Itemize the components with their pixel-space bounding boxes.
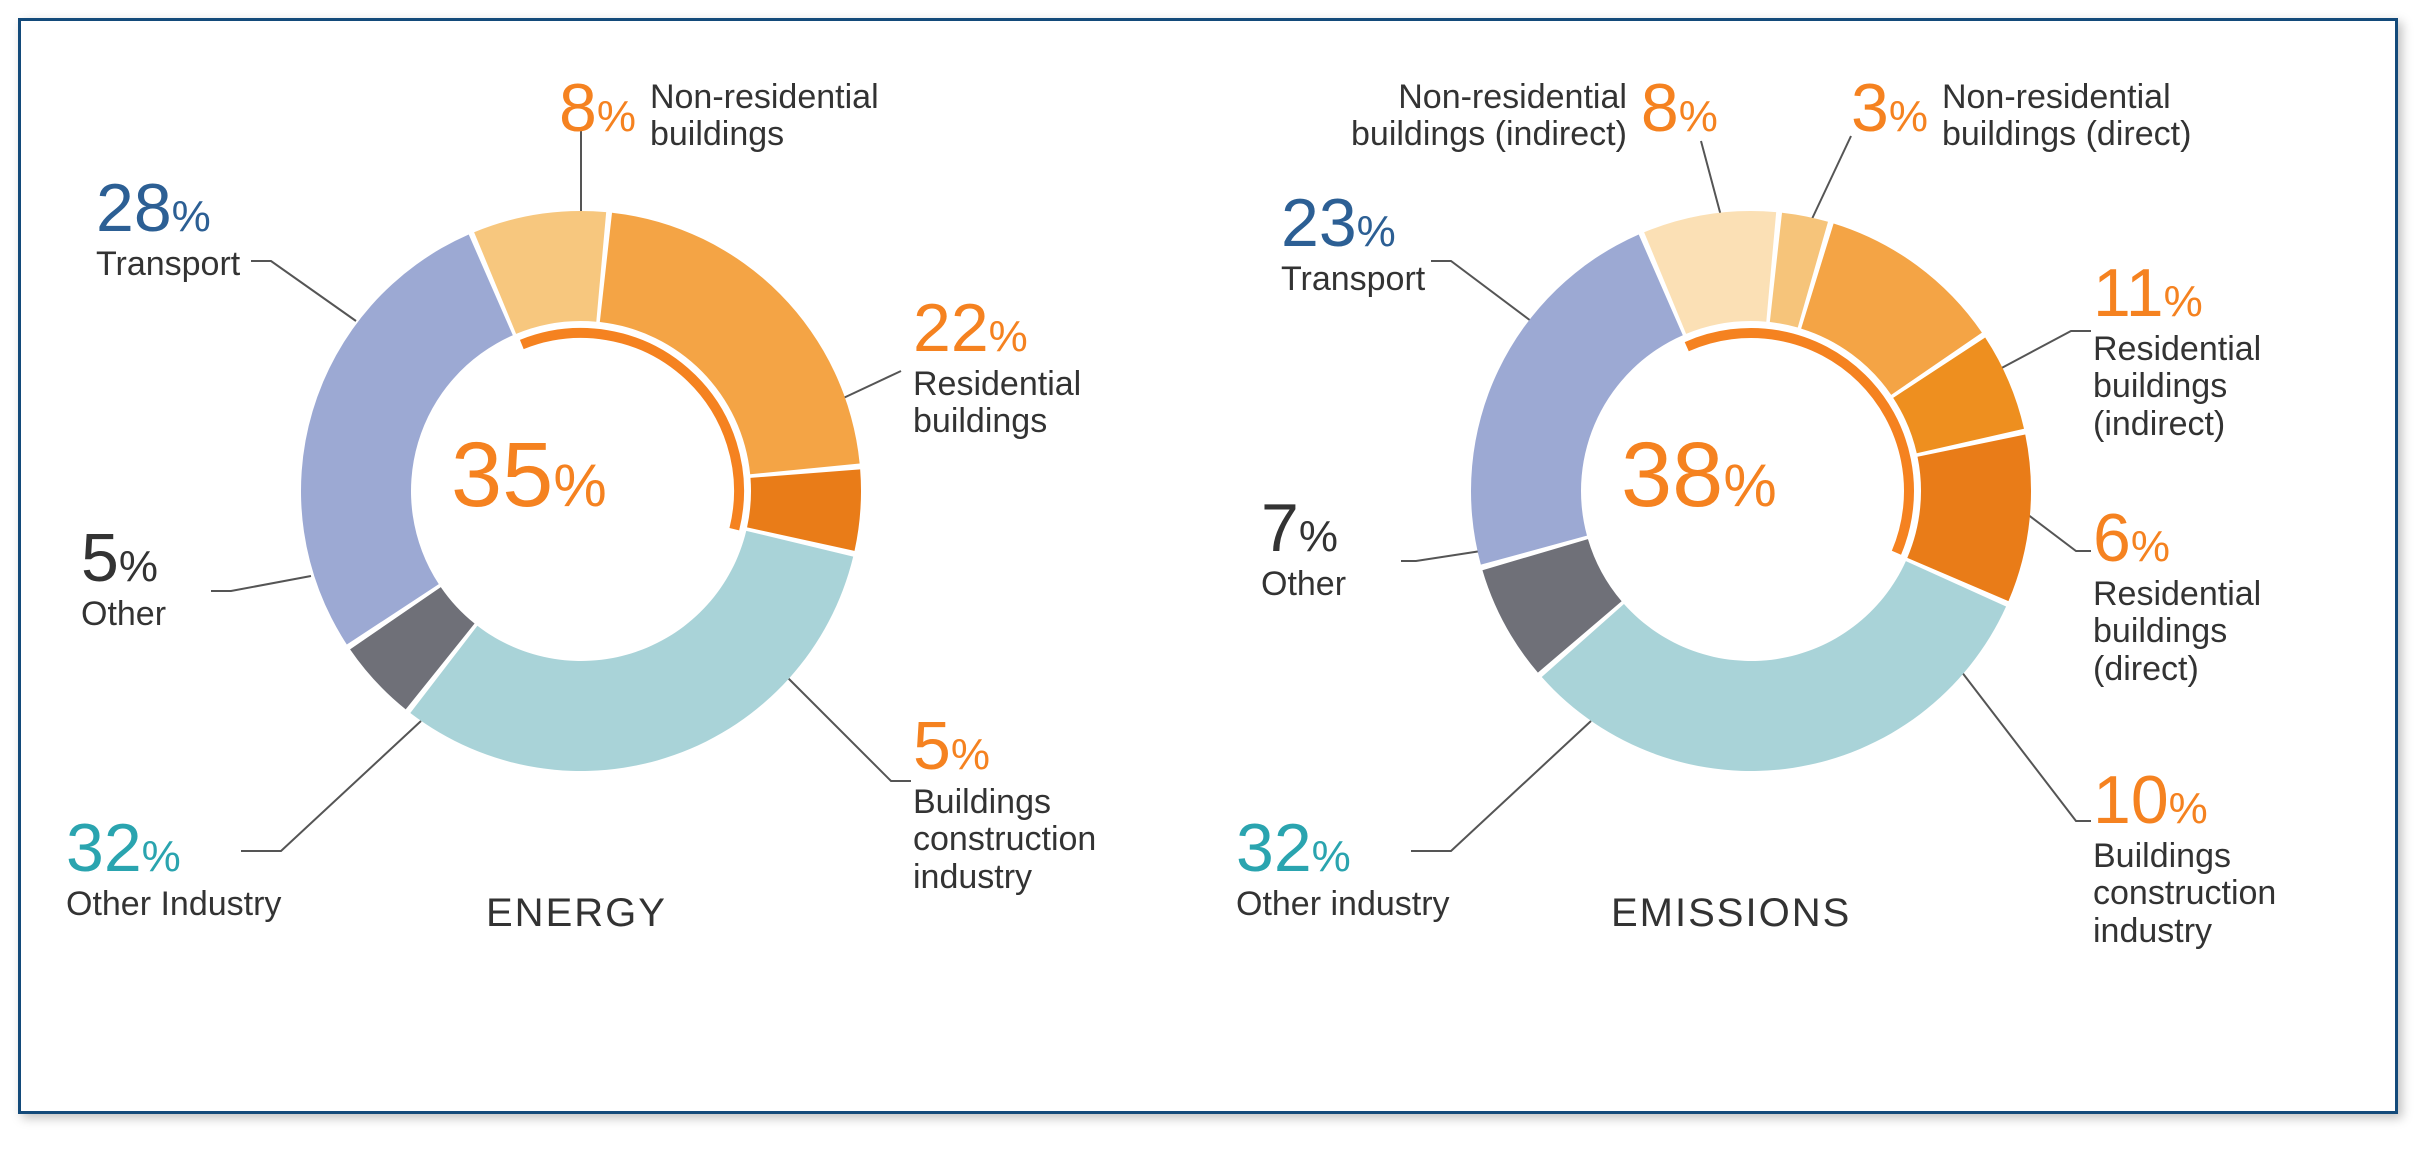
callout-value-emissions-nonres_dir: 3 [1851,71,1889,146]
callout-emissions-nonres_ind: Non-residential buildings (indirect)8% [1351,71,1718,154]
callout-energy-nonres: 8% Non-residential buildings [559,71,879,154]
chart-frame: 35%ENERGY8%Non-residential buildings22%R… [18,18,2398,1114]
callout-suffix-emissions-res_ind: % [2164,277,2203,326]
center-number-emissions: 38 [1621,424,1723,526]
callout-energy-constr: 5% Buildings construction industry [913,709,1096,896]
center-suffix-energy: % [553,452,606,519]
center-suffix-emissions: % [1723,452,1776,519]
callout-value-energy-nonres: 8 [559,71,597,146]
callout-energy-trans: 28% Transport [96,171,240,283]
callout-emissions-otherind: 32% Other industry [1236,811,1450,923]
slice-energy-otherind [410,531,853,771]
callout-label-emissions-res_ind: Residential buildings (indirect) [2093,331,2261,443]
chart-title-energy: ENERGY [486,891,667,936]
callout-emissions-trans: 23% Transport [1281,186,1425,298]
center-number-energy: 35 [451,424,553,526]
callout-suffix-emissions-constr: % [2169,784,2208,833]
callout-value-emissions-nonres_ind: 8 [1641,71,1679,146]
callout-suffix-energy-trans: % [172,192,211,241]
callout-suffix-emissions-res_dir: % [2131,522,2170,571]
callout-label-energy-other: Other [81,596,166,633]
callout-label-energy-nonres: Non-residential buildings [650,71,879,154]
callout-energy-otherind: 32% Other Industry [66,811,281,923]
callout-label-energy-otherind: Other Industry [66,886,281,923]
callout-suffix-emissions-other: % [1299,512,1338,561]
center-value-emissions: 38% [1621,423,1777,528]
callout-suffix-energy-constr: % [951,730,990,779]
callout-energy-res: 22% Residential buildings [913,291,1081,441]
callout-suffix-emissions-nonres_ind: % [1679,92,1718,141]
callout-emissions-other: 7% Other [1261,491,1346,603]
callout-value-energy-otherind: 32 [66,811,142,886]
callout-label-emissions-constr: Buildings construction industry [2093,838,2276,950]
callout-suffix-energy-other: % [119,542,158,591]
callout-emissions-res_ind: 11% Residential buildings (indirect) [2093,256,2261,443]
callout-label-emissions-res_dir: Residential buildings (direct) [2093,576,2261,688]
callout-label-emissions-other: Other [1261,566,1346,603]
callout-value-energy-constr: 5 [913,709,951,784]
callout-label-emissions-nonres_ind: Non-residential buildings (indirect) [1351,71,1627,154]
callout-emissions-constr: 10% Buildings construction industry [2093,763,2276,950]
callout-value-emissions-constr: 10 [2093,763,2169,838]
callout-label-energy-res: Residential buildings [913,366,1081,441]
callout-suffix-emissions-nonres_dir: % [1889,92,1928,141]
callout-value-emissions-otherind: 32 [1236,811,1312,886]
callout-value-emissions-trans: 23 [1281,186,1357,261]
callout-suffix-emissions-trans: % [1357,207,1396,256]
callout-label-energy-trans: Transport [96,246,240,283]
callout-suffix-energy-otherind: % [142,832,181,881]
callout-emissions-nonres_dir: 3% Non-residential buildings (direct) [1851,71,2191,154]
callout-value-energy-res: 22 [913,291,989,366]
callout-label-emissions-nonres_dir: Non-residential buildings (direct) [1942,71,2191,154]
callout-energy-other: 5% Other [81,521,166,633]
callout-label-emissions-trans: Transport [1281,261,1425,298]
callout-value-emissions-res_ind: 11 [2093,256,2164,331]
callout-value-energy-trans: 28 [96,171,172,246]
callout-suffix-emissions-otherind: % [1312,832,1351,881]
callout-label-energy-constr: Buildings construction industry [913,784,1096,896]
center-value-energy: 35% [451,423,607,528]
callout-emissions-res_dir: 6% Residential buildings (direct) [2093,501,2261,688]
callout-label-emissions-otherind: Other industry [1236,886,1450,923]
callout-value-energy-other: 5 [81,521,119,596]
chart-title-emissions: EMISSIONS [1611,891,1851,936]
callout-value-emissions-res_dir: 6 [2093,501,2131,576]
callout-suffix-energy-nonres: % [597,92,636,141]
callout-suffix-energy-res: % [989,312,1028,361]
callout-value-emissions-other: 7 [1261,491,1299,566]
